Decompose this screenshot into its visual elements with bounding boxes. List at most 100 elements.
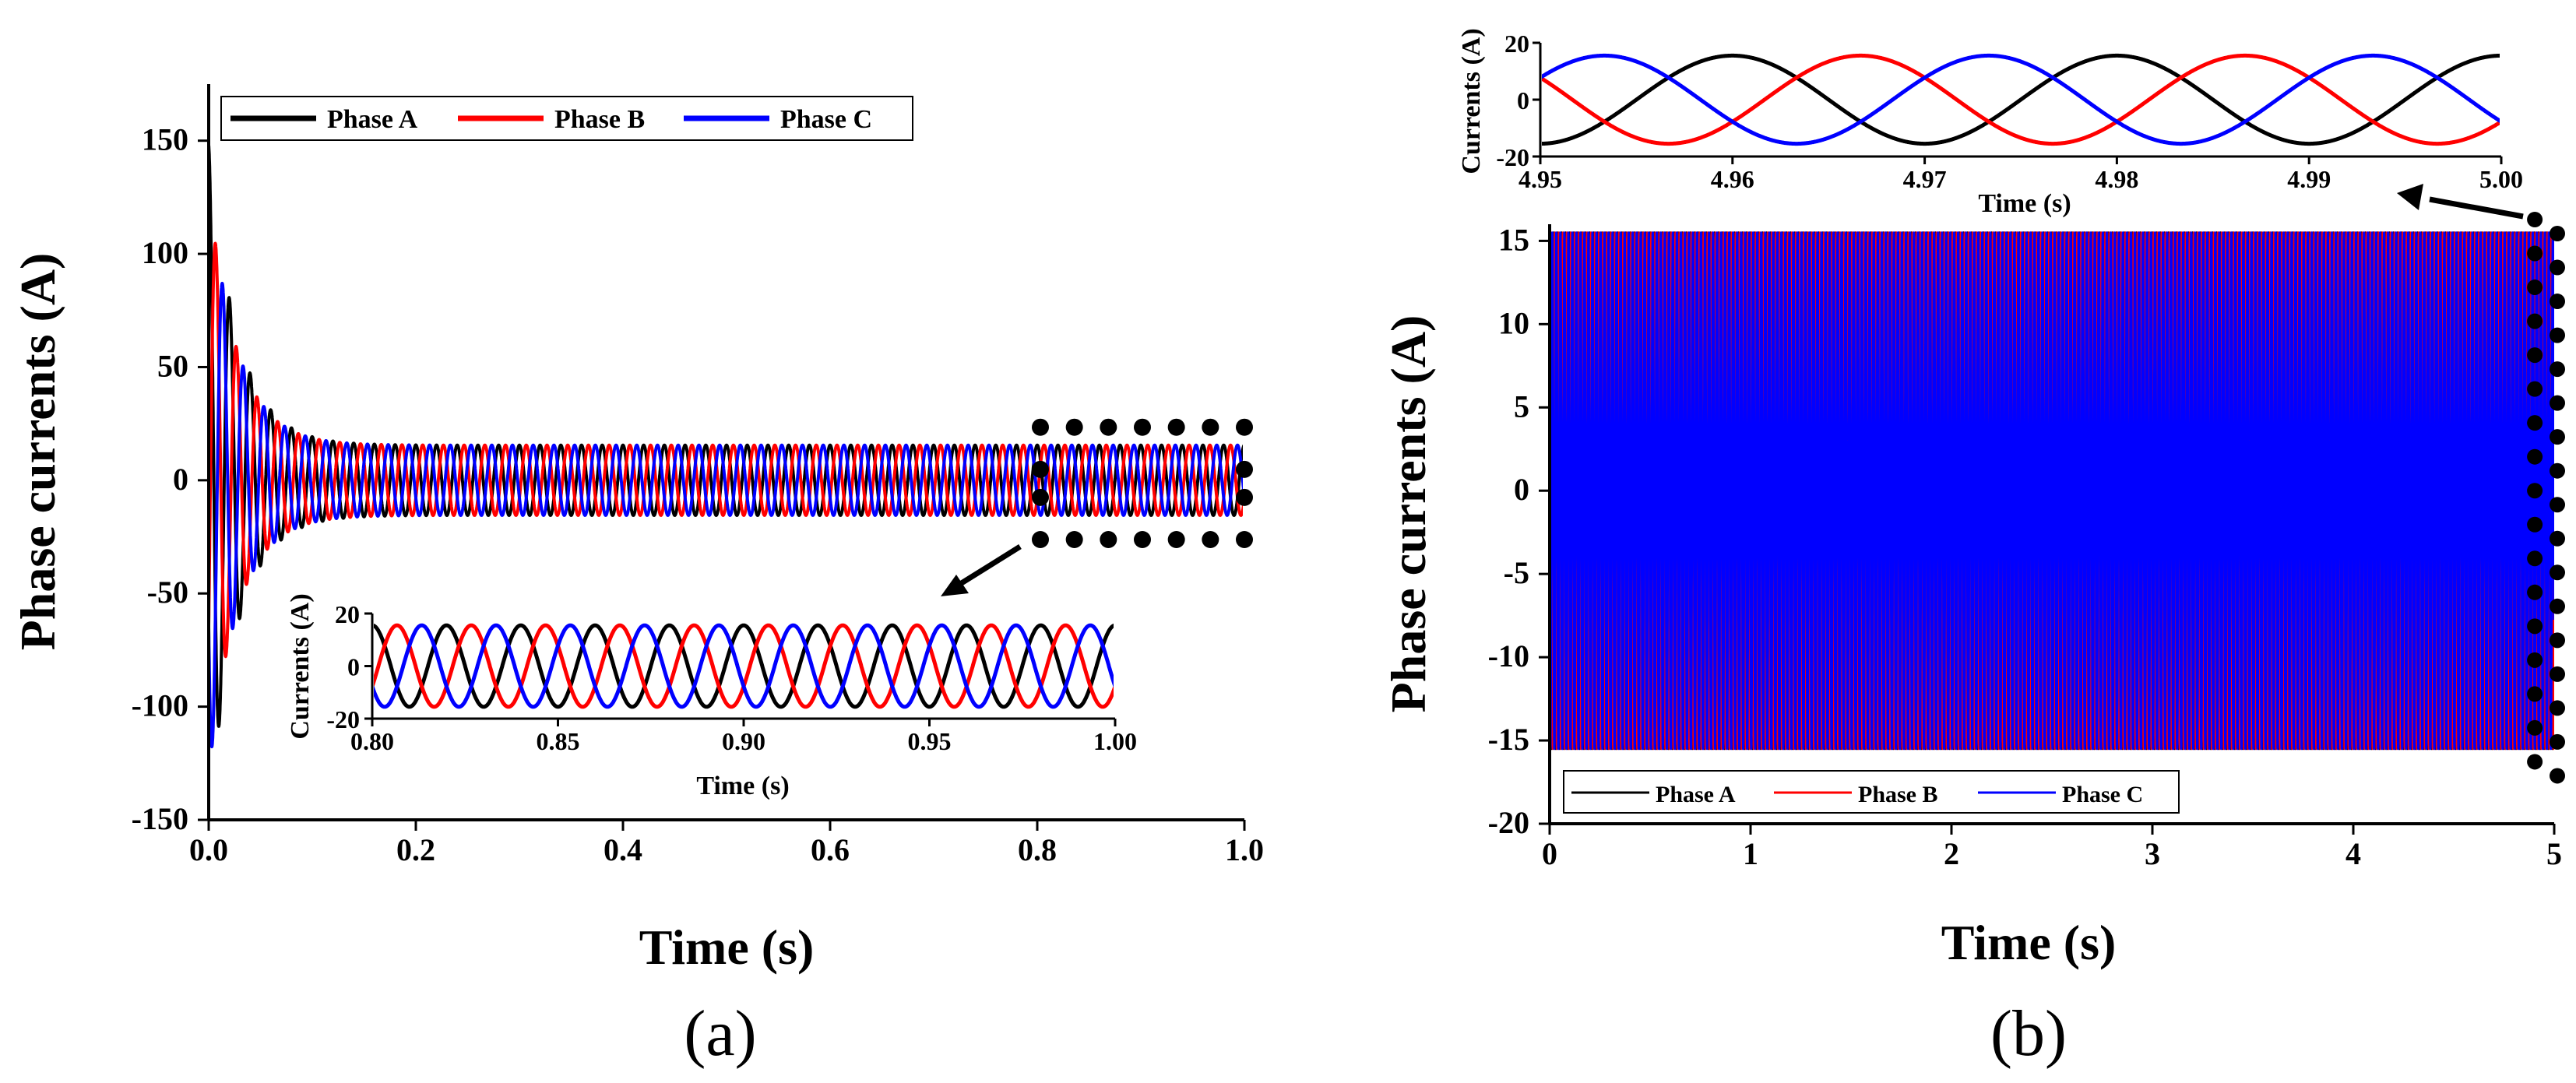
panel-a-x-tick-label-1: 0.2 [396, 832, 435, 867]
panel-a-caption: (a) [684, 997, 756, 1070]
panel-b-zoom-marker-left-4 [2527, 347, 2543, 364]
panel-a-inset-series-layer [374, 623, 1114, 709]
panel-b-zoom-marker-left-11 [2527, 584, 2543, 600]
panel-b-zoom-marker-left-3 [2527, 313, 2543, 329]
panel-a-inset-y-tick-label-0: -20 [326, 705, 360, 733]
panel-a-zoom-marker-bottom-6 [1236, 531, 1253, 548]
panel-b-zoom-arrowhead [2397, 184, 2423, 210]
panel-b-legend: Phase A Phase B Phase C [1563, 770, 2180, 814]
panel-a-inset-y-label: Currents (A) [286, 593, 315, 739]
panel-b-x-tick-label-1: 1 [1743, 836, 1758, 871]
panel-b-y-tick-label-7: 15 [1498, 222, 1529, 257]
panel-b-legend-phase-b: Phase B [1858, 782, 1938, 807]
panel-a-x-tick-label-2: 0.4 [604, 832, 642, 867]
panel-a-zoom-marker-top-2 [1100, 418, 1117, 436]
panel-a-zoom-arrow [952, 544, 1022, 590]
panel-a-legend-phase-a: Phase A [327, 105, 418, 134]
panel-a-y-tick-label-0: -150 [132, 801, 188, 836]
panel-b-zoom-marker-right-14 [2550, 700, 2565, 716]
panel-b-zoom-marker-left-14 [2527, 686, 2543, 702]
panel-a-zoom-marker-top-3 [1134, 418, 1151, 436]
panel-b-inset-line-phase-b [1542, 53, 2500, 146]
panel-a-x-tick-label-0: 0.0 [189, 832, 228, 867]
panel-b-zoom-marker-right-3 [2550, 327, 2565, 343]
panel-a-zoom-marker-right-1 [1236, 488, 1253, 506]
panel-b-x-tick-label-2: 2 [1944, 836, 1959, 871]
panel-b-x-tick-label-0: 0 [1542, 836, 1557, 871]
panel-a-zoom-marker-top-4 [1167, 418, 1185, 436]
panel-b-y-tick-label-5: 5 [1514, 389, 1529, 424]
panel-a-inset-x-tick-label-0: 0.80 [350, 727, 394, 755]
panel-a-zoom-marker-bottom-5 [1202, 531, 1219, 548]
panel-a-y-axis-label: Phase currents (A) [10, 253, 65, 651]
panel-b-zoom-marker-right-5 [2550, 395, 2565, 411]
panel-a-y-tick-label-3: 0 [173, 462, 188, 497]
panel-a-zoom-marker-bottom-3 [1134, 531, 1151, 548]
panel-b-zoom-marker-left-6 [2527, 415, 2543, 431]
panel-a-x-axis-label: Time (s) [639, 919, 815, 975]
panel-a-zoom-marker-top-5 [1202, 418, 1219, 436]
panel-b-y-axis-label: Phase currents (A) [1381, 315, 1436, 713]
panel-a-x-tick-label-5: 1.0 [1225, 832, 1264, 867]
panel-a-inset: 0.80 0.85 0.90 0.95 1.00 -20 0 20 Time (s) Cur… [286, 593, 1137, 800]
panel-b-y-tick-label-1: -15 [1488, 722, 1529, 757]
panel-a-y-ticks: -150 -100 -50 0 50 100 150 [132, 122, 209, 836]
panel-a-zoom-markers [1032, 418, 1253, 548]
panel-a-inset-x-tick-label-4: 1.00 [1093, 727, 1137, 755]
panel-b-zoom-marker-right-10 [2550, 564, 2565, 581]
panel-b-zoom-arrow [2429, 196, 2524, 220]
panel-a-x-ticks: 0.0 0.2 0.4 0.6 0.8 1.0 [189, 820, 1264, 867]
panel-a-zoom-marker-left-1 [1032, 488, 1049, 506]
panel-b-zoom-markers [2527, 212, 2565, 784]
panel-b-zoom-marker-right-9 [2550, 530, 2565, 547]
panel-b-zoom-marker-left-15 [2527, 719, 2543, 736]
panel-b-series-layer [1550, 231, 2554, 751]
panel-a-inset-y-tick-label-2: 20 [335, 600, 360, 628]
panel-b-x-ticks: 0 1 2 3 4 5 [1542, 824, 2562, 871]
panel-a-zoom-arrowhead [941, 575, 969, 596]
panel-b-zoom-marker-left-9 [2527, 516, 2543, 533]
panel-b-inset-y-ticks: -20 0 20 [1496, 30, 1540, 171]
panel-a-zoom-marker-right-0 [1236, 460, 1253, 478]
panel-a-y-tick-label-6: 150 [142, 122, 188, 157]
panel-b-zoom-marker-left-12 [2527, 618, 2543, 635]
panel-b-inset-x-ticks: 4.95 4.96 4.97 4.98 4.99 5.00 [1519, 156, 2523, 193]
panel-b-x-tick-label-5: 5 [2546, 836, 2562, 871]
panel-a-zoom-marker-bottom-2 [1100, 531, 1117, 548]
panel-b-zoom-marker-left-0 [2527, 212, 2543, 227]
panel-a-legend-phase-c: Phase C [780, 105, 872, 134]
panel-a-inset-x-tick-label-2: 0.90 [722, 727, 765, 755]
panel-a-y-tick-label-1: -100 [132, 688, 188, 723]
panel-b-zoom-marker-right-6 [2550, 429, 2565, 445]
panel-a-legend: Phase A Phase B Phase C [220, 96, 913, 141]
panel-b-zoom-marker-left-8 [2527, 483, 2543, 499]
panel-a-inset-x-tick-label-1: 0.85 [537, 727, 580, 755]
panel-a-zoom-marker-bottom-1 [1065, 531, 1083, 548]
panel-b-inset-line-phase-a [1542, 53, 2500, 146]
panel-b-legend-phase-c: Phase C [2062, 782, 2143, 807]
panel-a-y-tick-label-5: 100 [142, 235, 188, 270]
panel-b-x-tick-label-3: 3 [2145, 836, 2160, 871]
panel-b-zoom-marker-left-13 [2527, 652, 2543, 668]
panel-b-zoom-marker-right-0 [2550, 226, 2565, 241]
panel-a-y-tick-label-4: 50 [157, 348, 188, 383]
panel-b-zoom-marker-right-8 [2550, 497, 2565, 513]
panel-b-inset-series-layer [1542, 53, 2500, 146]
panel-b-inset: 4.95 4.96 4.97 4.98 4.99 5.00 -20 0 20 Time (s)… [1457, 28, 2523, 218]
panel-a-zoom-marker-bottom-4 [1167, 531, 1185, 548]
panel-b-inset-y-tick-label-0: -20 [1496, 143, 1529, 171]
panel-b-zoom-marker-right-1 [2550, 259, 2565, 276]
panel-a-legend-phase-b: Phase B [554, 105, 645, 134]
panel-b-x-axis-label: Time (s) [1941, 915, 2117, 970]
panel-a: 0.0 0.2 0.4 0.6 0.8 1.0 -150-100-50050100150 … [10, 84, 1264, 1070]
panel-a-zoom-marker-top-0 [1032, 418, 1049, 436]
panel-b-zoom-marker-right-15 [2550, 733, 2565, 750]
panel-a-zoom-marker-top-6 [1236, 418, 1253, 436]
panel-b-zoom-marker-left-7 [2527, 448, 2543, 465]
panel-b-inset-y-tick-label-2: 20 [1504, 30, 1529, 58]
panel-b-zoom-marker-right-16 [2550, 768, 2565, 784]
panel-a-x-tick-label-4: 0.8 [1018, 832, 1057, 867]
panel-b-zoom-marker-right-12 [2550, 632, 2565, 649]
panel-a-x-tick-label-3: 0.6 [811, 832, 850, 867]
panel-b-y-tick-label-0: -20 [1488, 805, 1529, 840]
